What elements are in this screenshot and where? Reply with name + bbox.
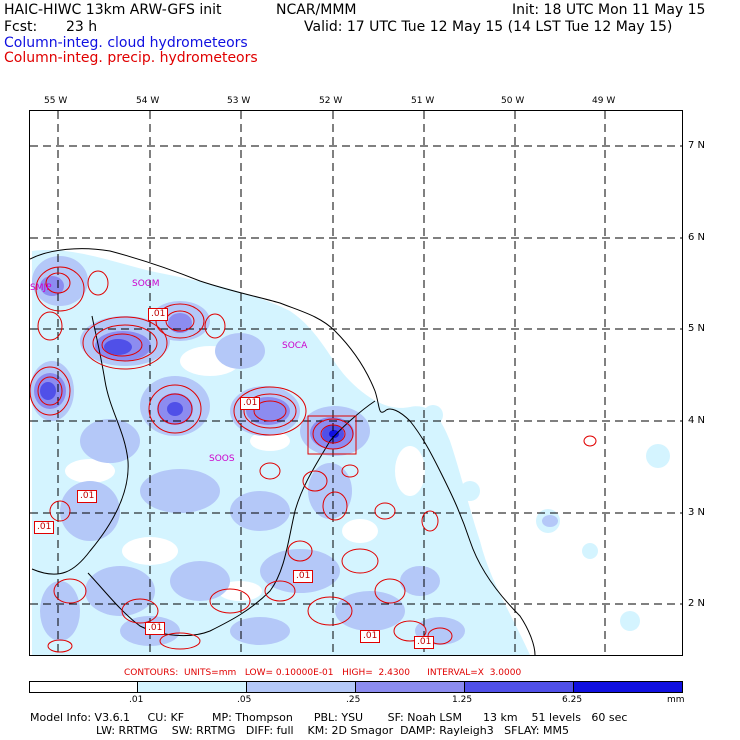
colorbar-label: .25 [346, 695, 361, 705]
colorbar-segment [247, 682, 356, 692]
precip-contours [30, 266, 597, 653]
colorbar-segment [574, 682, 682, 692]
colorbar-label: .05 [237, 695, 252, 705]
contour-label: .01 [293, 570, 314, 583]
cloud-field-core [40, 339, 344, 443]
colorbar-units: mm [667, 695, 685, 705]
model-title: HAIC-HIWC 13km ARW-GFS init [4, 2, 222, 18]
station-label: SOOS [209, 454, 235, 464]
station-label: SMJP [30, 283, 52, 293]
contour-label: .01 [360, 630, 381, 643]
latlon-grid [30, 111, 682, 655]
lon-label-54w: 54 W [136, 96, 160, 106]
contour-label: .01 [145, 622, 166, 635]
lon-label-49w: 49 W [592, 96, 616, 106]
colorbar-segment [30, 682, 138, 692]
model-info-line2: LW: RRTMG SW: RRTMG DIFF: full KM: 2D Sm… [96, 724, 569, 737]
coastline [30, 248, 536, 655]
station-label: SOGM [132, 279, 160, 289]
colorbar [29, 681, 683, 693]
init-time: Init: 18 UTC Mon 11 May 15 [512, 2, 706, 18]
field-precip-label: Column-integ. precip. hydrometeors [4, 50, 258, 66]
fcst-label: Fcst: [4, 19, 38, 35]
colorbar-label: 6.25 [562, 695, 583, 705]
cloud-field-max [329, 430, 339, 438]
lat-label-6n: 6 N [688, 232, 706, 243]
lat-label-7n: 7 N [688, 140, 706, 151]
station-label: SOCA [282, 341, 308, 351]
colorbar-segment [356, 682, 465, 692]
lat-label-3n: 3 N [688, 507, 706, 518]
contour-label: .01 [414, 636, 435, 649]
lon-label-55w: 55 W [44, 96, 68, 106]
contours-info: CONTOURS: UNITS=mm LOW= 0.10000E-01 HIGH… [124, 668, 522, 678]
fcst-value: 23 h [66, 19, 98, 35]
contour-label: .01 [34, 521, 55, 534]
colorbar-label: 1.25 [452, 695, 473, 705]
colorbar-label: .01 [129, 695, 144, 705]
colorbar-segment [138, 682, 247, 692]
lon-label-50w: 50 W [501, 96, 525, 106]
model-info-line1: Model Info: V3.6.1 CU: KF MP: Thompson P… [30, 711, 628, 724]
contour-label: .01 [77, 490, 98, 503]
lat-label-4n: 4 N [688, 415, 706, 426]
colorbar-segment [465, 682, 574, 692]
center-label: NCAR/MMM [276, 2, 357, 18]
lat-label-5n: 5 N [688, 323, 706, 334]
valid-time: Valid: 17 UTC Tue 12 May 15 (14 LST Tue … [304, 19, 673, 35]
lon-label-52w: 52 W [319, 96, 343, 106]
lon-label-51w: 51 W [411, 96, 435, 106]
map-canvas [30, 111, 682, 655]
map-panel: SMJP SOGM SOCA SOOS .01 .01 .01 .01 .01 … [29, 110, 683, 656]
field-cloud-label: Column-integ. cloud hydrometeors [4, 35, 248, 51]
contour-label: .01 [148, 308, 169, 321]
lon-label-53w: 53 W [227, 96, 251, 106]
contour-label: .01 [240, 397, 261, 410]
lat-label-2n: 2 N [688, 598, 706, 609]
